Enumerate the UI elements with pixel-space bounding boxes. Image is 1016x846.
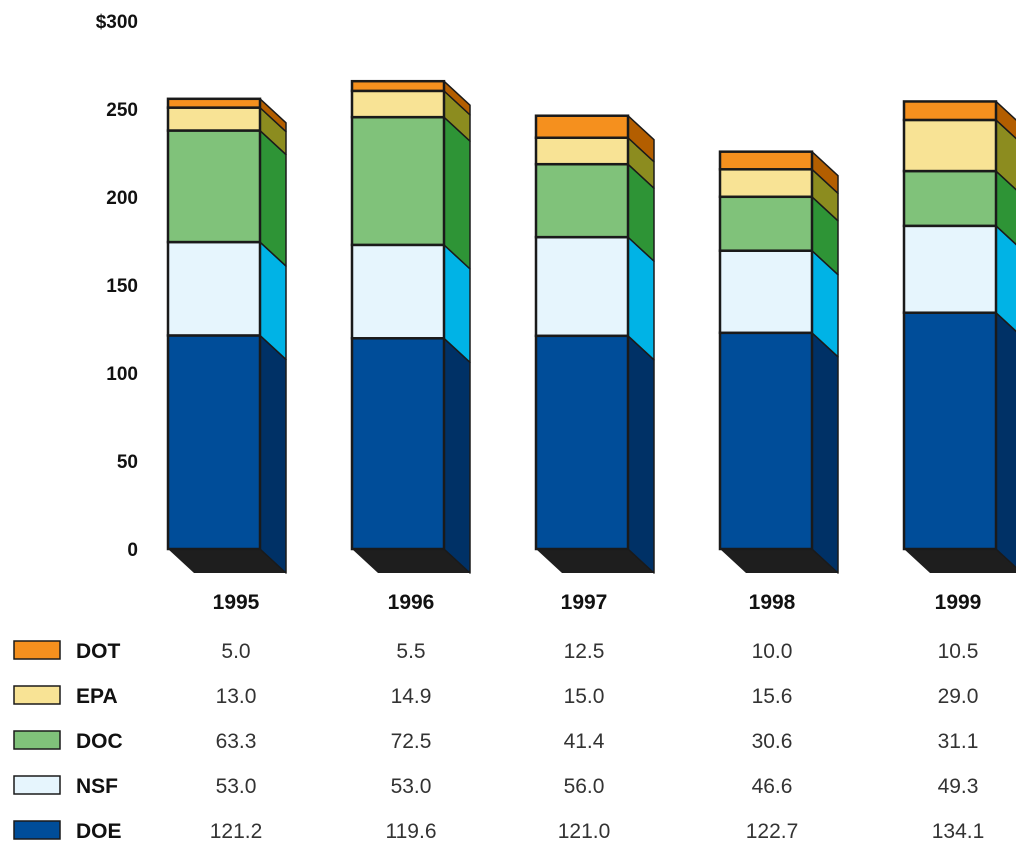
bar-stack-1997: [534, 114, 655, 574]
legend-label: EPA: [76, 685, 118, 708]
bar-segment-dot: [350, 79, 446, 93]
legend-swatch: [13, 640, 61, 660]
x-tick-label: 1996: [388, 591, 435, 614]
y-tick-label: 0: [127, 540, 138, 561]
data-label: 134.1: [932, 820, 985, 843]
x-tick-label: 1995: [213, 591, 260, 614]
legend-row-dot: DOT 5.0 5.5 12.5 10.0 10.5: [13, 640, 979, 663]
bar-segment-doc: [166, 129, 262, 244]
y-tick-label: 50: [117, 452, 138, 473]
bar-stack-1996: [350, 79, 471, 574]
data-label: 10.0: [752, 640, 793, 663]
bar-segment-epa: [350, 89, 446, 119]
data-label: 53.0: [391, 775, 432, 798]
data-label: 46.6: [752, 775, 793, 798]
bar-segment-nsf: [166, 240, 262, 337]
bar-segment-epa: [534, 136, 630, 166]
bar-segment-doe: [902, 311, 998, 551]
bar-segment-doc: [534, 162, 630, 239]
bar-segment-doc: [718, 195, 814, 252]
y-tick-label: 100: [106, 364, 138, 385]
bar-floor: [720, 549, 838, 573]
bar-segment-nsf: [350, 243, 446, 340]
x-tick-label: 1999: [935, 591, 982, 614]
bar-side-doe: [259, 334, 287, 574]
bar-segment-nsf: [718, 249, 814, 335]
bar-segment-dot: [166, 97, 262, 109]
legend-swatch: [13, 685, 61, 705]
legend-row-doc: DOC 63.3 72.5 41.4 30.6 31.1: [13, 730, 979, 753]
data-label: 14.9: [391, 685, 432, 708]
data-label: 12.5: [564, 640, 605, 663]
legend-label: DOT: [76, 640, 121, 663]
data-label: 41.4: [564, 730, 605, 753]
data-label: 49.3: [938, 775, 979, 798]
bar-segment-nsf: [534, 235, 630, 338]
x-axis: 1995 1996 1997 1998 1999: [213, 591, 982, 614]
y-tick-label: 150: [106, 276, 138, 297]
data-label: 29.0: [938, 685, 979, 708]
bar-side-doc: [443, 116, 471, 270]
data-label: 5.0: [221, 640, 250, 663]
bar-segment-doe: [166, 334, 262, 551]
bar-floor: [168, 549, 286, 573]
bar-floor: [352, 549, 470, 573]
data-label: 13.0: [216, 685, 257, 708]
data-label: 53.0: [216, 775, 257, 798]
data-label: 122.7: [746, 820, 799, 843]
y-tick-label: 200: [106, 188, 138, 209]
y-tick-label: 250: [106, 100, 138, 121]
x-tick-label: 1997: [561, 591, 608, 614]
y-axis: $300 250 200 150 100 50 0: [96, 12, 138, 561]
bar-floor: [536, 549, 654, 573]
y-tick-label: $300: [96, 12, 138, 33]
bar-segment-doe: [350, 337, 446, 551]
bar-stack-1998: [718, 150, 839, 574]
bar-segment-epa: [718, 168, 814, 199]
data-label: 63.3: [216, 730, 257, 753]
legend-label: DOC: [76, 730, 123, 753]
legend-swatch: [13, 820, 61, 840]
bar-side-doe: [627, 335, 655, 574]
legend-label: NSF: [76, 775, 118, 798]
bar-floor: [904, 549, 1016, 573]
bar-stack-1995: [166, 97, 287, 574]
data-label: 119.6: [386, 820, 437, 843]
bar-segment-dot: [534, 114, 630, 139]
bar-segment-doe: [718, 331, 814, 551]
data-label: 56.0: [564, 775, 605, 798]
data-label: 121.2: [210, 820, 263, 843]
legend-swatch: [13, 775, 61, 795]
x-tick-label: 1998: [749, 591, 796, 614]
bar-segment-nsf: [902, 224, 998, 314]
bar-segment-dot: [718, 150, 814, 171]
bar-segment-epa: [902, 118, 998, 173]
data-label: 5.5: [396, 640, 425, 663]
data-label: 30.6: [752, 730, 793, 753]
bar-side-doe: [443, 337, 471, 574]
legend-row-epa: EPA 13.0 14.9 15.0 15.6 29.0: [13, 685, 979, 708]
legend-label: DOE: [76, 820, 122, 843]
bars: [166, 79, 1016, 574]
bar-segment-doe: [534, 334, 630, 551]
legend-row-nsf: NSF 53.0 53.0 56.0 46.6 49.3: [13, 775, 979, 798]
bar-side-doe: [811, 332, 839, 574]
data-label: 31.1: [938, 730, 979, 753]
data-label: 10.5: [938, 640, 979, 663]
legend-row-doe: DOE 121.2 119.6 121.0 122.7 134.1: [13, 820, 985, 843]
legend-table: DOT 5.0 5.5 12.5 10.0 10.5 EPA 13.0 14.9 15.0 15.6…: [13, 640, 985, 843]
data-label: 72.5: [391, 730, 432, 753]
bar-stack-1999: [902, 100, 1016, 573]
bar-segment-doc: [350, 115, 446, 247]
bar-segment-epa: [166, 106, 262, 132]
bar-segment-doc: [902, 169, 998, 228]
bar-segment-dot: [902, 100, 998, 122]
legend-swatch: [13, 730, 61, 750]
data-label: 121.0: [558, 820, 611, 843]
bar-side-doe: [995, 311, 1016, 569]
data-label: 15.6: [752, 685, 793, 708]
data-label: 15.0: [564, 685, 605, 708]
